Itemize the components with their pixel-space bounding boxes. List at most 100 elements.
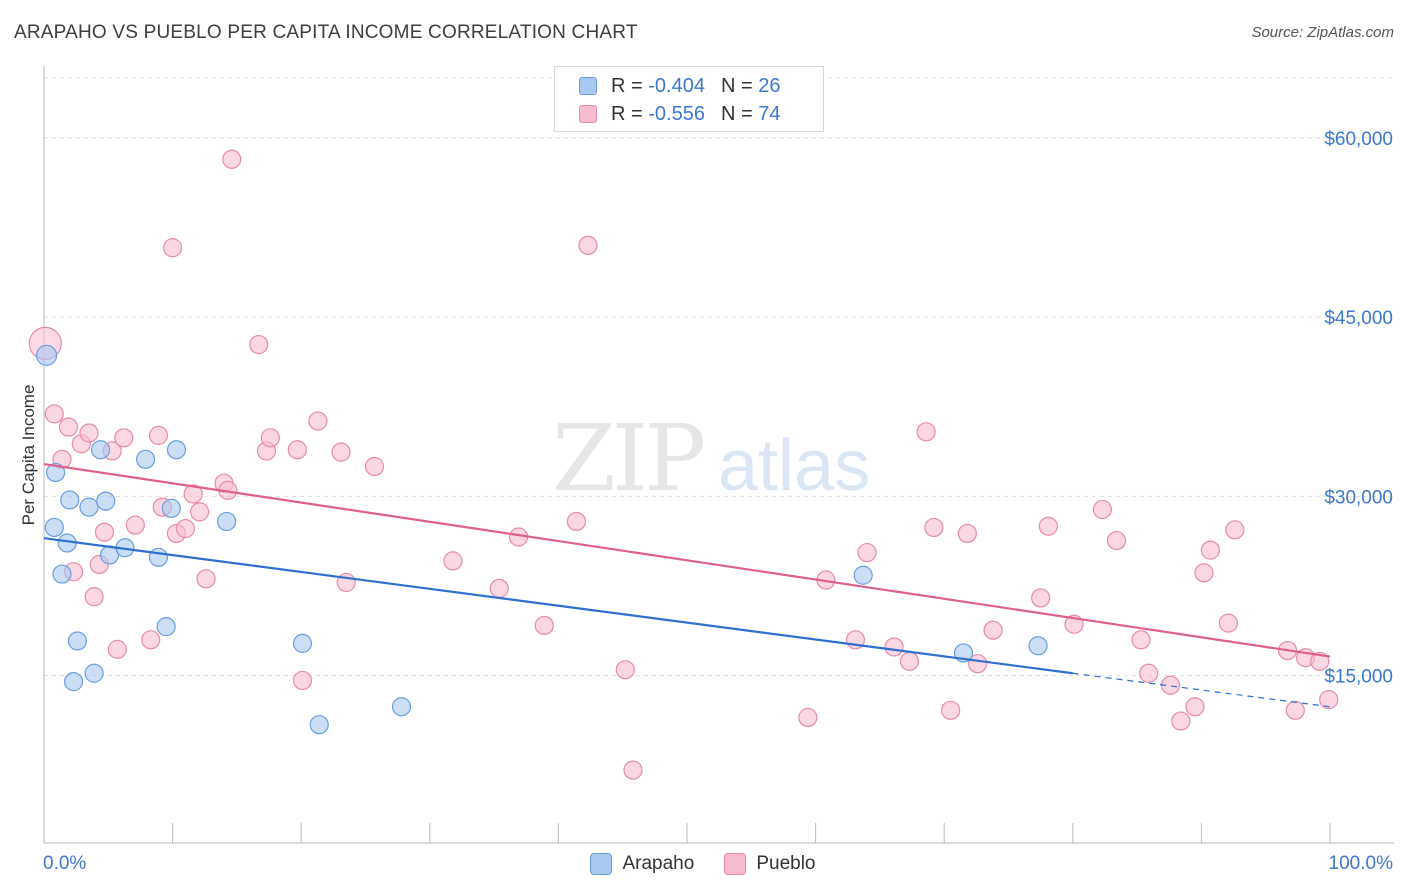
pueblo-point: [1185, 697, 1205, 717]
pueblo-point: [249, 334, 269, 355]
arapaho-swatch: [590, 853, 613, 875]
chart-source: Source: ZipAtlas.com: [1251, 24, 1394, 41]
arapaho-point: [60, 490, 80, 510]
y-tick-label: $30,000: [1324, 487, 1393, 508]
arapaho-point: [292, 633, 313, 653]
arapaho-point: [96, 491, 116, 511]
pueblo-point: [884, 637, 904, 657]
arapaho-point: [156, 617, 176, 637]
watermark: ZIP atlas: [552, 405, 870, 512]
pueblo-point: [1310, 651, 1330, 671]
arapaho-point: [35, 344, 58, 366]
pueblo-point: [615, 660, 635, 680]
pueblo-point: [308, 411, 328, 431]
pueblo-point: [798, 707, 818, 728]
pueblo-point: [534, 615, 554, 636]
arapaho-point: [166, 440, 187, 460]
arapaho-points: [35, 344, 1048, 735]
pueblo-point: [899, 651, 920, 671]
y-tick-labels: $15,000 $30,000 $45,000 $60,000: [1324, 129, 1393, 688]
legend-r-value: -0.404: [648, 74, 705, 97]
pueblo-point: [578, 235, 598, 255]
pueblo-point: [941, 700, 961, 720]
pueblo-trend-line: [43, 462, 1331, 658]
pueblo-swatch: [724, 853, 747, 875]
arapaho-point: [79, 497, 99, 517]
pueblo-point: [114, 428, 134, 448]
pueblo-point: [443, 551, 463, 571]
watermark-atlas: atlas: [718, 426, 870, 506]
pueblo-point: [148, 425, 169, 445]
arapaho-point: [45, 462, 66, 483]
pueblo-point: [566, 511, 587, 532]
chart-title: ARAPAHO VS PUEBLO PER CAPITA INCOME CORR…: [14, 22, 638, 43]
pueblo-point: [957, 523, 977, 544]
pueblo-point: [1200, 540, 1221, 560]
arapaho-point: [44, 517, 64, 538]
pueblo-point: [141, 630, 161, 650]
pueblo-point: [1194, 563, 1214, 583]
watermark-zip: ZIP: [552, 405, 703, 512]
pueblo-point: [163, 238, 183, 258]
trend-lines: [43, 462, 1331, 708]
pueblo-point: [94, 522, 115, 542]
pueblo-point: [1038, 516, 1058, 536]
arapaho-point: [135, 449, 156, 469]
arapaho-point: [853, 565, 873, 585]
y-tick-label: $45,000: [1324, 308, 1393, 329]
legend-item-arapaho: Arapaho: [590, 853, 694, 875]
pueblo-point: [107, 639, 127, 659]
legend-n-label: N =: [720, 102, 753, 125]
pueblo-point: [58, 417, 79, 437]
legend-r-label: R =: [611, 74, 643, 97]
pueblo-swatch: [579, 105, 597, 123]
pueblo-point: [1092, 499, 1112, 520]
pueblo-point: [1319, 689, 1339, 710]
pueblo-point: [1171, 711, 1191, 731]
pueblo-point: [196, 569, 216, 589]
pueblo-point: [857, 542, 877, 563]
arapaho-swatch: [579, 77, 597, 95]
legend-row-pueblo: R = -0.556 N = 74: [579, 101, 780, 127]
y-tick-label: $15,000: [1324, 667, 1393, 688]
pueblo-point: [364, 456, 385, 477]
pueblo-point: [983, 620, 1003, 640]
pueblo-point: [287, 440, 307, 460]
pueblo-point: [125, 515, 145, 535]
series-legend: Arapaho Pueblo: [0, 850, 1406, 878]
arapaho-point: [84, 663, 104, 683]
pueblo-point: [1139, 663, 1159, 683]
stats-legend: R = -0.404 N = 26 R = -0.556 N = 74: [554, 66, 824, 132]
arapaho-point: [391, 697, 412, 717]
arapaho-point: [309, 715, 329, 735]
legend-r-value: -0.556: [648, 102, 705, 125]
pueblo-point: [623, 760, 643, 780]
legend-n-label: N =: [720, 74, 753, 97]
pueblo-point: [331, 442, 351, 462]
legend-label-pueblo: Pueblo: [756, 853, 816, 874]
pueblo-point: [84, 587, 104, 607]
pueblo-point: [44, 404, 64, 424]
pueblo-point: [79, 423, 99, 443]
arapaho-point: [217, 511, 237, 532]
gridlines: [44, 77, 1394, 677]
pueblo-point: [916, 422, 936, 442]
axes: [43, 66, 1394, 844]
x-tick-labels: 0.0% 100.0%: [43, 853, 1393, 874]
legend-row-arapaho: R = -0.404 N = 26: [579, 73, 780, 99]
pueblo-point: [190, 502, 210, 522]
arapaho-point: [63, 672, 84, 692]
pueblo-point: [1031, 588, 1051, 608]
pueblo-point: [1106, 530, 1127, 551]
arapaho-point: [90, 440, 111, 460]
legend-item-pueblo: Pueblo: [724, 853, 816, 875]
pueblo-point: [489, 578, 509, 598]
arapaho-point: [1028, 636, 1048, 656]
arapaho-trend-line: [43, 537, 1073, 675]
pueblo-point: [183, 484, 203, 504]
x-tick-label: 100.0%: [1329, 853, 1394, 874]
pueblo-point: [924, 517, 944, 538]
legend-label-arapaho: Arapaho: [622, 853, 695, 874]
arapaho-point: [161, 498, 181, 518]
pueblo-point: [175, 519, 196, 539]
